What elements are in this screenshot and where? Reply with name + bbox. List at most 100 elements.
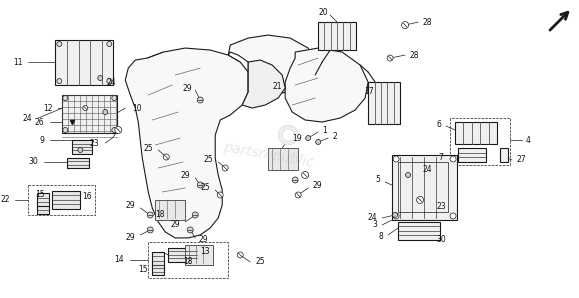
- Bar: [72, 140, 92, 154]
- Circle shape: [107, 41, 112, 46]
- Bar: [56, 40, 113, 85]
- Circle shape: [112, 128, 117, 133]
- Text: 7: 7: [438, 153, 443, 162]
- Bar: [152, 252, 164, 270]
- Circle shape: [417, 196, 424, 204]
- Circle shape: [393, 156, 399, 162]
- Circle shape: [107, 79, 112, 83]
- Bar: [37, 206, 49, 214]
- Circle shape: [406, 173, 411, 178]
- Circle shape: [103, 110, 108, 114]
- Text: 29: 29: [181, 171, 190, 181]
- Text: 29: 29: [126, 201, 135, 210]
- Text: 11: 11: [13, 58, 23, 66]
- Circle shape: [147, 212, 153, 218]
- Bar: [398, 222, 440, 240]
- Text: 13: 13: [200, 247, 210, 257]
- Text: 28: 28: [422, 18, 431, 27]
- Bar: [168, 248, 198, 262]
- Text: 22: 22: [1, 195, 10, 204]
- Text: 4: 4: [526, 136, 531, 145]
- Text: 29: 29: [171, 221, 180, 229]
- Text: 28: 28: [409, 51, 419, 60]
- Bar: [155, 200, 185, 220]
- Text: 19: 19: [292, 134, 302, 142]
- Bar: [368, 82, 400, 124]
- Text: 23: 23: [436, 202, 446, 212]
- Circle shape: [192, 212, 198, 218]
- Circle shape: [402, 21, 409, 29]
- Text: 15: 15: [138, 266, 148, 274]
- Text: 29: 29: [312, 181, 322, 190]
- Text: 25: 25: [144, 144, 153, 153]
- Circle shape: [163, 154, 169, 160]
- Text: 12: 12: [43, 103, 52, 113]
- Text: 1: 1: [322, 125, 327, 134]
- Text: 25: 25: [255, 257, 265, 266]
- Polygon shape: [285, 48, 368, 122]
- Text: 29: 29: [182, 83, 192, 93]
- Text: 5: 5: [375, 176, 380, 184]
- Bar: [500, 148, 508, 162]
- Circle shape: [217, 192, 223, 198]
- Circle shape: [237, 252, 243, 258]
- Text: 25: 25: [204, 156, 213, 164]
- Circle shape: [115, 127, 122, 134]
- Bar: [63, 95, 118, 133]
- Circle shape: [387, 55, 393, 61]
- Text: 26: 26: [35, 117, 45, 127]
- Circle shape: [98, 76, 103, 80]
- Text: partsrepublic: partsrepublic: [222, 140, 314, 170]
- Circle shape: [112, 96, 117, 100]
- Text: 2: 2: [332, 131, 337, 141]
- Bar: [37, 193, 49, 207]
- Text: 10: 10: [132, 103, 142, 113]
- Text: 27: 27: [516, 156, 526, 164]
- Bar: [392, 155, 457, 220]
- Circle shape: [450, 213, 456, 219]
- Bar: [152, 265, 164, 275]
- Text: 30: 30: [28, 157, 38, 167]
- Circle shape: [393, 213, 399, 219]
- Circle shape: [393, 212, 398, 218]
- Circle shape: [147, 227, 153, 233]
- Circle shape: [187, 227, 193, 233]
- Bar: [458, 148, 486, 162]
- Text: 24: 24: [422, 165, 432, 175]
- Text: 9: 9: [39, 136, 45, 145]
- Circle shape: [292, 177, 298, 183]
- Circle shape: [63, 128, 68, 133]
- Circle shape: [222, 165, 228, 171]
- Circle shape: [295, 192, 301, 198]
- Circle shape: [302, 171, 309, 179]
- Bar: [268, 148, 298, 170]
- Bar: [185, 245, 213, 265]
- Circle shape: [63, 96, 68, 100]
- Text: 24: 24: [368, 213, 377, 223]
- Circle shape: [83, 105, 88, 111]
- Circle shape: [316, 139, 321, 145]
- Text: 30: 30: [436, 235, 446, 244]
- Text: 25: 25: [200, 184, 210, 193]
- Text: 21: 21: [272, 82, 282, 91]
- Text: 17: 17: [365, 86, 374, 96]
- Text: 24: 24: [107, 77, 116, 86]
- Circle shape: [282, 129, 294, 141]
- Text: 18: 18: [155, 210, 164, 219]
- Text: 6: 6: [436, 119, 441, 128]
- Text: 24: 24: [23, 114, 32, 122]
- Bar: [398, 162, 448, 212]
- Text: 8: 8: [378, 232, 383, 241]
- Bar: [52, 191, 80, 209]
- Text: 29: 29: [126, 233, 135, 243]
- Circle shape: [306, 136, 311, 140]
- Bar: [67, 158, 89, 168]
- Circle shape: [278, 125, 298, 145]
- Circle shape: [57, 79, 62, 83]
- Bar: [318, 22, 356, 50]
- Bar: [455, 122, 497, 144]
- Text: 29: 29: [198, 235, 208, 244]
- Polygon shape: [125, 48, 248, 238]
- Polygon shape: [228, 35, 315, 95]
- Text: 15: 15: [36, 190, 45, 199]
